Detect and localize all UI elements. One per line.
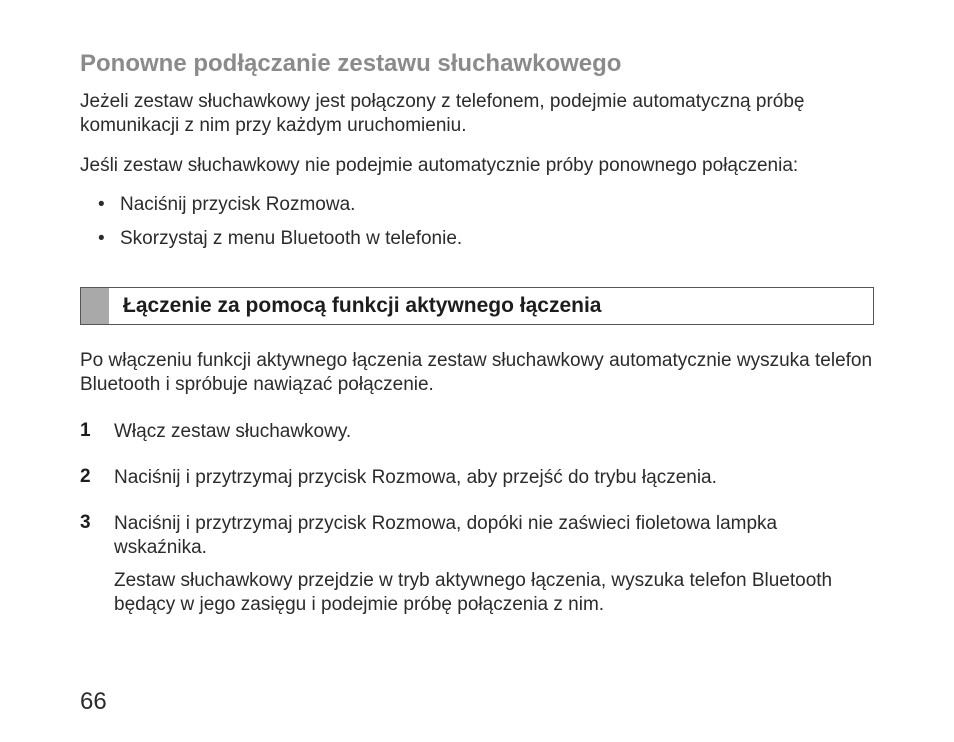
paragraph-section: Po włączeniu funkcji aktywnego łączenia … xyxy=(80,349,874,397)
paragraph-intro-1: Jeżeli zestaw słuchawkowy jest połączony… xyxy=(80,90,874,138)
step-text-main: Naciśnij i przytrzymaj przycisk Rozmowa,… xyxy=(114,512,874,560)
page-number: 66 xyxy=(80,688,107,716)
bullet-item: Naciśnij przycisk Rozmowa. xyxy=(98,193,874,217)
bullet-list: Naciśnij przycisk Rozmowa. Skorzystaj z … xyxy=(98,193,874,251)
step-text-sub: Zestaw słuchawkowy przejdzie w tryb akty… xyxy=(114,569,874,617)
section-heading-box: Łączenie za pomocą funkcji aktywnego łąc… xyxy=(80,287,874,325)
numbered-list: 1 Włącz zestaw słuchawkowy. 2 Naciśnij i… xyxy=(80,420,874,617)
list-item: 2 Naciśnij i przytrzymaj przycisk Rozmow… xyxy=(80,466,874,490)
list-item: 1 Włącz zestaw słuchawkowy. xyxy=(80,420,874,444)
step-text: Włącz zestaw słuchawkowy. xyxy=(114,420,874,444)
step-number: 1 xyxy=(80,420,114,444)
section-title: Łączenie za pomocą funkcji aktywnego łąc… xyxy=(109,288,873,324)
step-number: 2 xyxy=(80,466,114,490)
step-number: 3 xyxy=(80,512,114,617)
step-text: Naciśnij i przytrzymaj przycisk Rozmowa,… xyxy=(114,512,874,617)
paragraph-intro-2: Jeśli zestaw słuchawkowy nie podejmie au… xyxy=(80,154,874,178)
section-tab xyxy=(81,288,109,324)
bullet-item: Skorzystaj z menu Bluetooth w telefonie. xyxy=(98,227,874,251)
list-item: 3 Naciśnij i przytrzymaj przycisk Rozmow… xyxy=(80,512,874,617)
heading-reconnect: Ponowne podłączanie zestawu słuchawkoweg… xyxy=(80,50,874,78)
step-text: Naciśnij i przytrzymaj przycisk Rozmowa,… xyxy=(114,466,874,490)
